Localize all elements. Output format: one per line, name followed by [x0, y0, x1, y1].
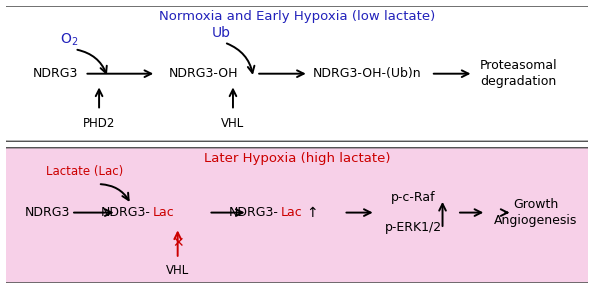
- Text: NDRG3-: NDRG3-: [229, 206, 279, 219]
- Text: NDRG3-OH: NDRG3-OH: [169, 67, 239, 80]
- Text: Lac: Lac: [281, 206, 302, 219]
- Text: p-ERK1/2: p-ERK1/2: [385, 221, 442, 234]
- Text: p-c-Raf: p-c-Raf: [391, 191, 436, 204]
- Text: NDRG3-OH-(Ub)n: NDRG3-OH-(Ub)n: [312, 67, 421, 80]
- Text: Later Hypoxia (high lactate): Later Hypoxia (high lactate): [204, 152, 390, 165]
- FancyBboxPatch shape: [0, 6, 594, 142]
- Text: NDRG3: NDRG3: [25, 206, 71, 219]
- Text: VHL: VHL: [222, 117, 245, 130]
- Text: Lactate (Lac): Lactate (Lac): [46, 165, 123, 178]
- Text: ✕: ✕: [172, 236, 184, 250]
- Text: Lac: Lac: [153, 206, 175, 219]
- FancyBboxPatch shape: [0, 147, 594, 283]
- Text: VHL: VHL: [166, 264, 189, 277]
- Text: Proteasomal
degradation: Proteasomal degradation: [479, 59, 557, 88]
- Text: ↑: ↑: [307, 205, 318, 220]
- Text: PHD2: PHD2: [83, 117, 115, 130]
- Text: Normoxia and Early Hypoxia (low lactate): Normoxia and Early Hypoxia (low lactate): [159, 10, 435, 23]
- Text: NDRG3: NDRG3: [33, 67, 78, 80]
- Text: Growth
Angiogenesis: Growth Angiogenesis: [494, 198, 577, 227]
- Text: NDRG3-: NDRG3-: [100, 206, 150, 219]
- Text: Ub: Ub: [212, 26, 231, 40]
- Text: O$_2$: O$_2$: [59, 32, 78, 48]
